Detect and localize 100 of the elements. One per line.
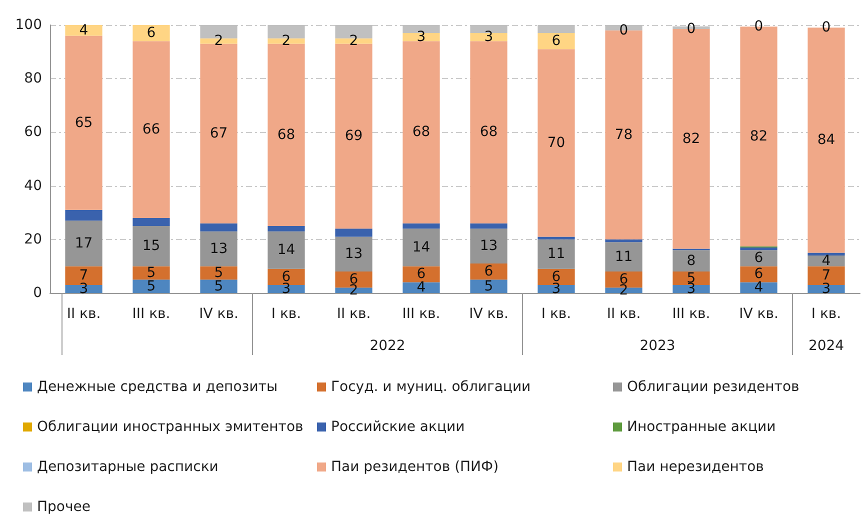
y-tick-label: 0 <box>33 285 42 301</box>
bar <box>470 264 508 280</box>
data-label: 66 <box>142 122 160 138</box>
data-label: 4 <box>79 22 88 38</box>
data-label: 6 <box>146 25 156 42</box>
data-label: 6 <box>416 266 426 282</box>
bar <box>808 252 845 256</box>
bar <box>470 41 508 224</box>
data-label: 3 <box>484 29 494 46</box>
x-tick-label: IV кв. <box>199 306 238 322</box>
x-tick-label: III кв. <box>132 306 170 322</box>
bar <box>808 255 845 266</box>
data-label: 13 <box>210 240 228 257</box>
data-label: 84 <box>817 132 836 148</box>
x-tick-label: III кв. <box>672 306 710 322</box>
data-label: 3 <box>416 29 426 46</box>
legend-label: Денежные средства и депозиты <box>37 379 278 395</box>
bar <box>132 41 170 218</box>
bar <box>402 282 440 293</box>
y-tick-label: 40 <box>24 178 42 194</box>
legend-label: Прочее <box>37 499 90 514</box>
bar <box>402 266 440 282</box>
bar <box>672 250 710 272</box>
bar <box>402 228 440 266</box>
bar <box>538 33 575 50</box>
x-tick-label: I кв. <box>811 306 842 322</box>
bar <box>132 280 170 293</box>
bar <box>605 239 642 242</box>
bar <box>268 44 305 226</box>
bar <box>740 266 778 282</box>
bar <box>605 242 642 272</box>
legend-label: Паи резидентов (ПИФ) <box>331 459 499 475</box>
bar <box>65 210 102 221</box>
bar <box>200 231 238 266</box>
data-label: 6 <box>484 264 494 280</box>
data-label: 14 <box>412 239 430 256</box>
data-label: 65 <box>74 114 93 131</box>
bar <box>200 280 238 293</box>
data-label: 4 <box>754 280 764 296</box>
y-tick-label: 100 <box>15 17 42 33</box>
bar <box>65 25 102 36</box>
x-tick-label: II кв. <box>336 306 371 322</box>
bar <box>200 44 238 224</box>
legend-label: Облигации иностранных эмитентов <box>37 419 304 435</box>
data-label: 14 <box>277 242 296 258</box>
bar <box>132 218 170 226</box>
bar <box>402 223 440 229</box>
bar <box>470 280 508 293</box>
data-label: 5 <box>146 264 156 281</box>
bar <box>335 236 372 272</box>
data-label: 6 <box>754 250 764 266</box>
data-label: 5 <box>214 278 224 294</box>
data-label: 2 <box>214 33 224 50</box>
data-label: 4 <box>416 280 426 296</box>
data-label: 5 <box>484 278 494 294</box>
data-label: 5 <box>146 278 156 294</box>
bar <box>672 284 710 293</box>
legend-label: Облигации резидентов <box>627 379 800 395</box>
data-label: 78 <box>614 126 633 143</box>
bar <box>65 36 102 210</box>
data-label: 13 <box>344 246 363 262</box>
data-label: 4 <box>822 252 831 269</box>
y-tick-label: 60 <box>24 124 42 140</box>
data-label: 13 <box>480 238 498 254</box>
bar <box>335 228 372 237</box>
data-label: 3 <box>282 280 291 297</box>
legend-label: Госуд. и муниц. облигации <box>331 379 531 395</box>
y-tick-label: 80 <box>24 70 42 87</box>
data-label: 68 <box>412 124 430 140</box>
data-label: 3 <box>552 280 561 297</box>
data-label: 2 <box>349 33 358 50</box>
data-label: 11 <box>614 248 633 265</box>
data-label: 2 <box>282 33 291 50</box>
legend-label: Депозитарные расписки <box>37 459 218 475</box>
data-label: 67 <box>210 126 228 142</box>
bar <box>740 247 778 250</box>
x-tick-label: IV кв. <box>469 306 508 322</box>
data-label: 0 <box>754 18 764 35</box>
data-label: 8 <box>686 252 696 269</box>
data-label: 70 <box>547 134 566 151</box>
bar <box>65 284 102 293</box>
bar <box>335 44 372 229</box>
data-label: 68 <box>480 124 498 140</box>
bar <box>132 25 170 42</box>
data-label: 69 <box>344 128 363 144</box>
bar <box>402 41 440 224</box>
legend-label: Паи нерезидентов <box>627 459 764 475</box>
data-label: 0 <box>822 20 831 36</box>
data-label: 6 <box>552 33 561 50</box>
x-tick-label: II кв. <box>66 306 101 322</box>
data-label: 82 <box>750 128 768 144</box>
data-label: 0 <box>619 22 628 38</box>
data-label: 0 <box>686 21 696 38</box>
bar <box>470 228 508 264</box>
bar <box>538 236 575 240</box>
text: 2023 <box>640 338 676 354</box>
bar <box>200 223 238 232</box>
data-label: 11 <box>547 246 566 262</box>
bar <box>740 250 778 266</box>
x-tick-label: I кв. <box>271 306 302 322</box>
